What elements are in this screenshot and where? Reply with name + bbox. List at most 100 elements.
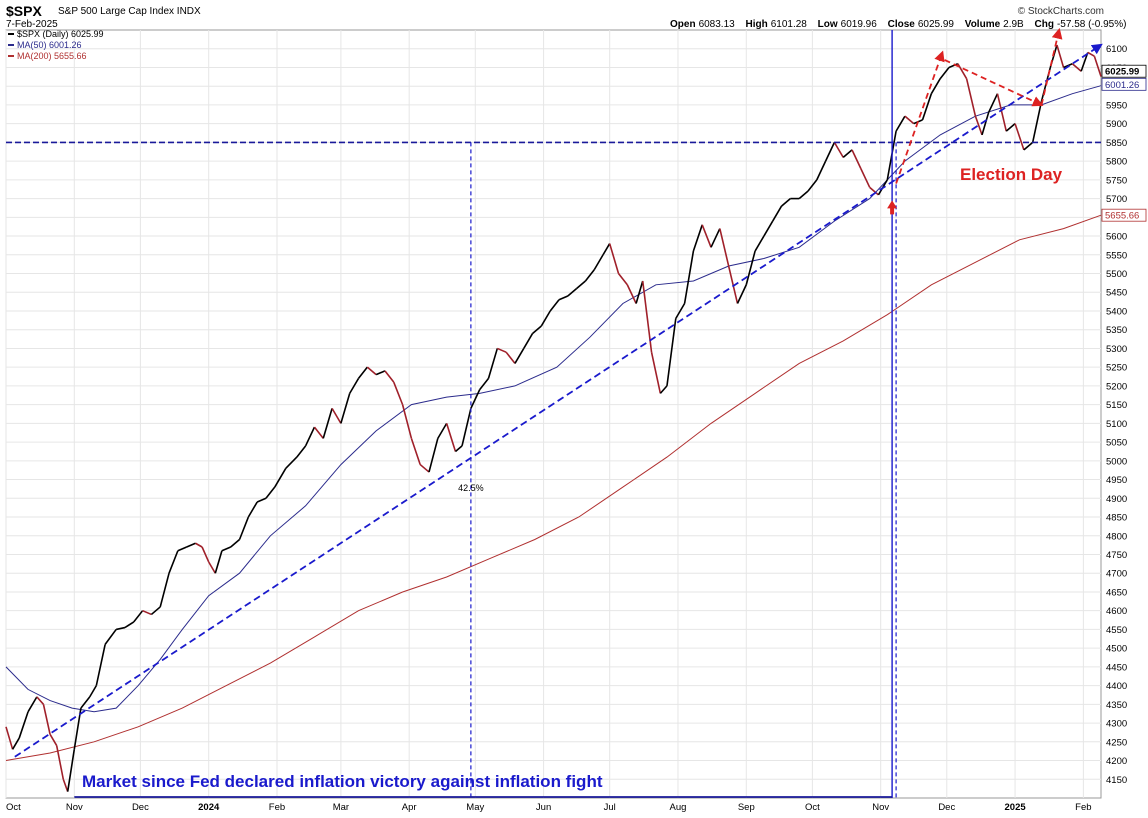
close-value: 6025.99 <box>917 19 954 30</box>
price-segment <box>375 370 386 376</box>
price-segment <box>593 254 604 271</box>
legend-entry: MA(50) 6001.26 <box>17 40 82 50</box>
y-tick-label: 5800 <box>1106 157 1127 168</box>
price-segment <box>1087 51 1095 57</box>
price-segment <box>186 542 196 548</box>
price-segment <box>851 149 862 169</box>
price-segment <box>55 745 65 780</box>
price-segment <box>238 516 250 540</box>
price-segment <box>833 141 844 158</box>
price-segment <box>987 93 999 113</box>
price-segment <box>641 280 653 353</box>
price-segment <box>772 205 783 222</box>
price-segment <box>124 621 135 629</box>
price-segment <box>824 142 836 162</box>
price-segment <box>1093 55 1102 77</box>
price-segment <box>357 366 368 379</box>
price-segment <box>340 393 351 424</box>
price-segment <box>18 711 29 739</box>
x-tick-label: Feb <box>1075 802 1091 813</box>
y-tick-label: 5950 <box>1106 100 1127 111</box>
x-tick-label: Mar <box>333 802 349 813</box>
price-segment <box>177 546 187 552</box>
price-segment <box>265 486 276 499</box>
price-segment <box>201 546 210 563</box>
price-segment <box>626 284 637 304</box>
price-segment <box>66 749 76 792</box>
y-tick-label: 4400 <box>1106 681 1127 692</box>
price-segment <box>393 381 404 405</box>
x-tick-label: 2024 <box>198 802 220 813</box>
price-segment <box>419 463 430 473</box>
price-segment <box>860 168 871 188</box>
y-tick-label: 5100 <box>1106 419 1127 430</box>
price-segment <box>1080 52 1089 72</box>
price-segment <box>11 737 20 750</box>
price-segment <box>727 265 739 304</box>
election-marker-icon <box>887 200 898 215</box>
price-segment <box>745 250 756 285</box>
price-segment <box>366 366 377 376</box>
index-name: S&P 500 Large Cap Index INDX <box>58 6 201 17</box>
price-segment <box>602 243 611 256</box>
annotation-layer <box>6 27 1103 798</box>
y-tick-label: 5250 <box>1106 363 1127 374</box>
chart-date: 7-Feb-2025 <box>6 19 58 30</box>
price-segment <box>514 348 525 364</box>
price-segment <box>479 377 490 391</box>
price-segment <box>576 280 586 290</box>
ma200-line <box>5 214 1102 761</box>
price-segment <box>692 224 703 252</box>
price-segment <box>930 78 941 95</box>
price-segment <box>454 445 463 453</box>
x-tick-label: Oct <box>6 802 21 813</box>
price-segment <box>104 628 117 645</box>
price-segment <box>214 550 223 574</box>
price-segment <box>150 606 161 616</box>
x-tick-label: Nov <box>872 802 889 813</box>
price-segment <box>168 550 179 574</box>
price-segment <box>869 186 879 196</box>
price-segment <box>470 389 481 409</box>
y-tick-label: 5700 <box>1106 194 1127 205</box>
price-segment <box>95 644 106 686</box>
y-tick-label: 4550 <box>1106 625 1127 636</box>
price-segment <box>349 378 360 394</box>
x-tick-label: Sep <box>738 802 755 813</box>
y-tick-label: 5400 <box>1106 306 1127 317</box>
price-segment <box>42 704 51 735</box>
trend-line <box>14 43 1103 758</box>
price-segment <box>666 318 677 387</box>
y-tick-label: 5000 <box>1106 456 1127 467</box>
price-segment <box>195 542 203 548</box>
legend-entry: $SPX (Daily) 6025.99 <box>17 29 104 39</box>
election-day-label: Election Day <box>960 165 1063 184</box>
price-segment <box>437 422 448 439</box>
x-tick-label: Apr <box>402 802 417 813</box>
price-segment <box>221 546 232 552</box>
price-segment <box>384 370 395 383</box>
price-segment <box>807 179 818 192</box>
ma50-tag: 6001.26 <box>1105 80 1139 91</box>
y-tick-label: 5850 <box>1106 138 1127 149</box>
exchange-label: INDX <box>176 6 201 17</box>
ma200-tag-box <box>1101 208 1147 222</box>
red-move-arrow <box>895 50 945 184</box>
high-value: 6101.28 <box>770 19 807 30</box>
last-price-tag-box <box>1101 64 1147 78</box>
price-segment <box>567 287 578 297</box>
close-label: Close <box>887 19 915 30</box>
x-tick-label: Jul <box>604 802 616 813</box>
price-segment <box>230 538 241 548</box>
price-segment <box>80 696 91 709</box>
price-segment <box>428 438 439 473</box>
price-segment <box>89 685 98 698</box>
price-segment <box>49 733 58 746</box>
legend-entry: MA(200) 5655.66 <box>17 51 87 61</box>
ma50-line <box>5 85 1102 713</box>
red-move-arrow <box>944 59 1044 107</box>
price-segment <box>617 273 628 286</box>
x-tick-label: Aug <box>670 802 687 813</box>
price-segment <box>296 445 307 458</box>
